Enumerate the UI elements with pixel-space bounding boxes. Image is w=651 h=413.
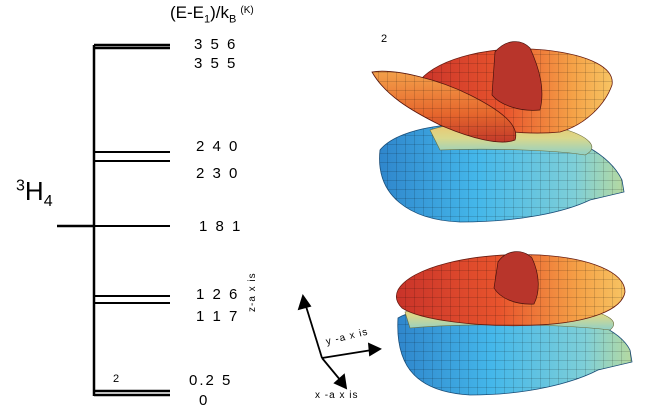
level-label: 3 5 5 <box>194 55 238 72</box>
level-label: 1 2 6 <box>196 286 240 303</box>
term-symbol: 3H4 <box>16 176 53 211</box>
level-label: 2 4 0 <box>196 138 240 155</box>
y-axis-arrowhead <box>367 342 382 357</box>
energy-axis-header: (E-E1)/kB(K) <box>170 3 254 26</box>
level-label: 1 8 1 <box>199 218 243 235</box>
upper-surface <box>371 41 625 223</box>
z-axis-arrowhead <box>297 293 312 311</box>
degeneracy-label-surface: 2 <box>381 33 388 45</box>
upper-surface-fin-mesh <box>372 71 516 143</box>
x-axis-arrowhead <box>333 373 348 390</box>
degeneracy-label-bottom: 2 <box>113 373 120 385</box>
x-axis-label: x -a x is <box>315 390 359 401</box>
level-label: 0.2 5 <box>189 372 233 389</box>
level-label: 3 5 6 <box>194 36 238 53</box>
level-label: 2 3 0 <box>196 165 240 182</box>
y-axis-arrow <box>321 349 373 359</box>
z-axis-arrow <box>304 302 323 359</box>
lower-surface <box>395 251 633 396</box>
coordinate-axes <box>297 293 382 390</box>
level-label: 0 <box>199 392 210 409</box>
lower-surface-peak <box>493 251 539 305</box>
level-label: 1 1 7 <box>196 308 240 325</box>
z-axis-label: z-a x is <box>247 272 258 312</box>
upper-surface-peak <box>491 41 543 111</box>
x-axis-arrow <box>321 357 342 382</box>
